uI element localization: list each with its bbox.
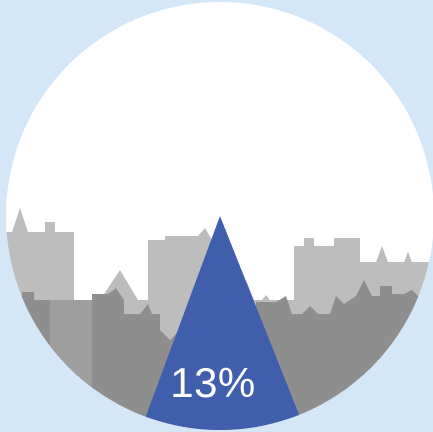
skyline-mid-block bbox=[50, 300, 92, 430]
percentage-triangle bbox=[140, 216, 306, 430]
percentage-label: 13% bbox=[170, 359, 256, 406]
